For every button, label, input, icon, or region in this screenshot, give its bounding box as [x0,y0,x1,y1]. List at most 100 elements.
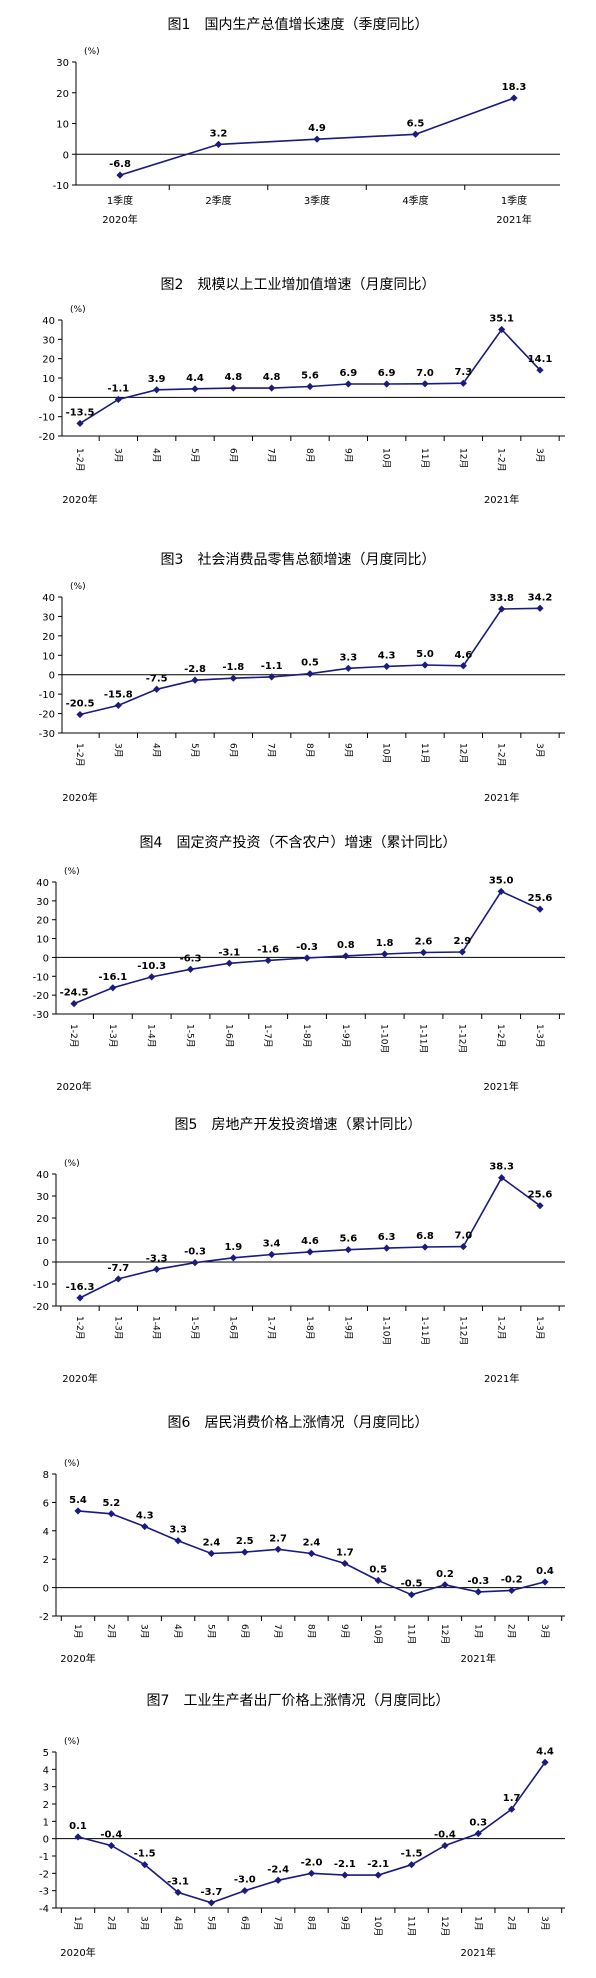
data-label: 14.1 [528,354,553,365]
data-point [441,1842,449,1850]
x-category-label: 8月 [304,448,315,463]
data-point [186,965,195,973]
x-category-label: 1-8月 [301,1024,312,1048]
y-tick-label: 8 [43,1470,49,1481]
data-label: 1.7 [503,1793,521,1804]
data-label: 0.3 [469,1817,487,1828]
x-category-label: 1-3月 [112,1316,123,1340]
x-category-label: 10月 [381,743,392,763]
data-label: -1.5 [134,1849,156,1860]
x-category-label: 1-8月 [304,1316,315,1340]
data-label: 4.3 [378,650,396,661]
data-point [114,1275,122,1283]
data-label: -0.2 [501,1574,523,1585]
figure-7: 图7 工业生产者出厂价格上涨情况（月度同比） (%) -4 -3 -2 -1 0 1 2 3 4 5 0… [0,1690,596,1978]
data-label: 5.6 [339,1234,357,1245]
data-label: 3.3 [339,652,357,663]
data-point [303,954,311,962]
chart-title: 图3 社会消费品零售总额增速（月度同比） [160,552,436,568]
x-category-label: 2月 [506,1624,517,1639]
data-point [421,380,429,388]
chart-title: 图7 工业生产者出厂价格上涨情况（月度同比） [146,1693,450,1709]
x-category-label: 3月 [534,743,545,758]
x-category-label: 1-7月 [266,1316,277,1340]
data-label: 4.4 [186,373,204,384]
x-category-label: 11月 [406,1624,417,1644]
data-point [174,1537,182,1545]
y-tick-label: -10 [39,690,55,701]
chart-title: 图6 居民消费价格上涨情况（月度同比） [167,1415,429,1431]
y-unit-label: (%) [64,1459,80,1469]
data-point [536,905,544,913]
y-tick-label: 30 [36,1192,49,1203]
data-point [374,1871,382,1879]
x-year-label: 2020年 [62,791,97,804]
y-unit-label: (%) [84,47,100,57]
data-point [383,1244,391,1252]
data-label: -0.4 [100,1830,122,1841]
x-category-label: 2月 [105,1624,116,1639]
x-category-label: 3月 [139,1624,150,1639]
x-year-label: 2020年 [60,1652,95,1665]
y-tick-label: 3 [43,1783,49,1794]
y-tick-label: 30 [42,612,55,623]
data-point [274,1876,282,1884]
x-category-label: 5月 [205,1624,216,1639]
data-label: 0.5 [369,1565,387,1576]
data-label: -15.8 [104,689,133,700]
x-category-label: 1季度 [107,194,133,207]
data-point [114,701,122,710]
data-label: -0.3 [184,1247,206,1258]
data-point [411,130,420,138]
data-point [191,1259,199,1267]
y-unit-label: (%) [70,582,86,592]
y-tick-label: 4 [43,1765,49,1776]
data-point [268,673,276,681]
y-tick-label: 0 [49,393,55,404]
data-point [109,984,117,992]
data-point [421,661,429,669]
x-category-label: 11月 [406,1916,417,1936]
x-category-label: 1-5月 [185,1024,196,1048]
data-label: 6.5 [407,118,425,129]
x-category-label: 4月 [151,448,162,463]
x-category-label: 5月 [205,1916,216,1931]
x-year-label: 2020年 [56,1080,91,1093]
x-year-label: 2020年 [62,493,97,506]
y-tick-label: 40 [36,1170,49,1181]
x-category-label: 1-2月 [74,743,85,767]
y-tick-label: 30 [42,335,55,346]
data-label: 0.5 [301,658,319,669]
x-category-label: 7月 [272,1624,283,1639]
chart-title: 图4 固定资产投资（不含农户）增速（累计同比） [139,835,457,851]
y-tick-label: 0 [43,1258,49,1269]
y-tick-label: -20 [39,710,55,721]
x-category-label: 3月 [139,1916,150,1931]
series-line [77,1761,546,1904]
data-point [342,952,350,960]
data-label: 2.9 [453,936,471,947]
data-point [508,1586,516,1595]
data-label: 34.2 [528,592,553,603]
data-point [407,1591,416,1599]
x-category-label: 1-11月 [419,1316,430,1345]
data-point [419,948,428,957]
data-point [207,1549,216,1558]
data-point [341,1871,349,1879]
y-tick-label: 4 [43,1527,49,1538]
data-label: 35.0 [489,875,514,886]
y-tick-label: 30 [56,58,69,69]
data-point [191,385,199,393]
data-point [268,1250,276,1259]
x-category-label: 9月 [342,448,353,463]
data-label: 4.6 [454,650,472,661]
y-tick-label: -2 [39,1869,49,1880]
data-label: -1.1 [107,383,129,394]
data-label: -0.3 [467,1576,489,1587]
data-point [459,379,467,387]
x-category-label: 1-2月 [74,1316,85,1340]
data-point [474,1829,482,1838]
data-point [229,674,237,682]
data-point [225,959,233,967]
data-label: 7.0 [416,368,434,379]
